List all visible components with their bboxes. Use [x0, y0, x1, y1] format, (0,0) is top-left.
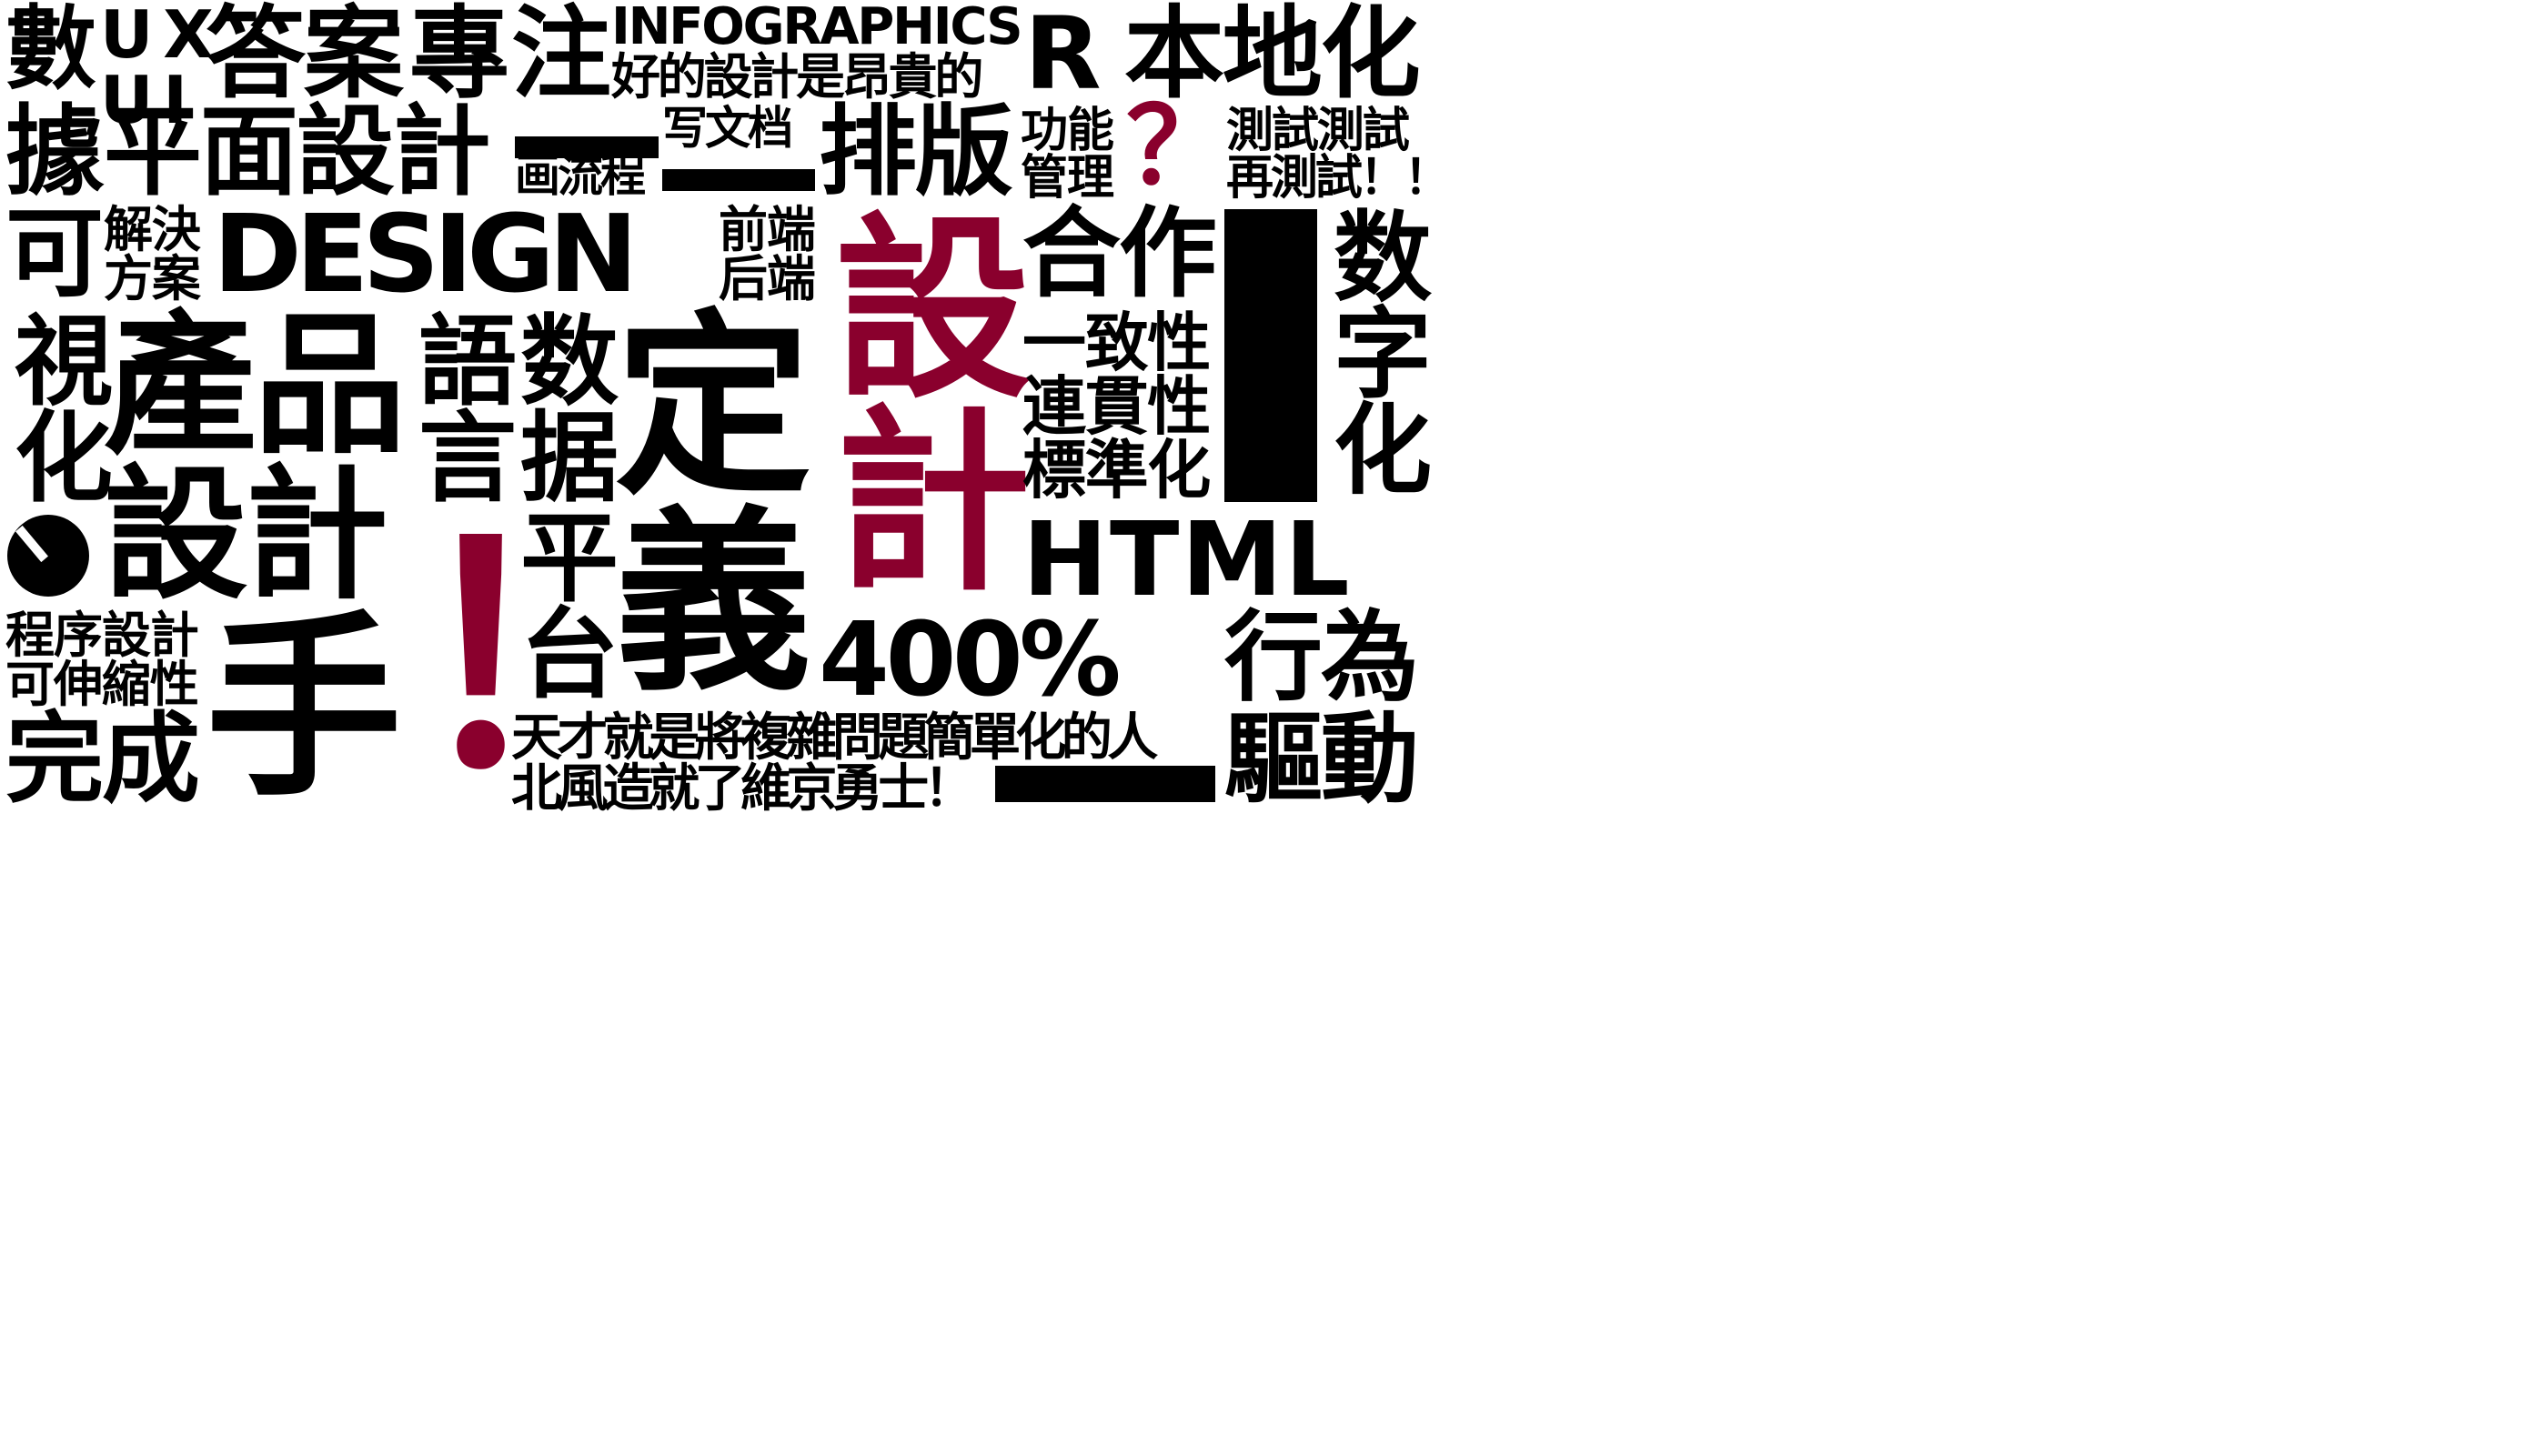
word-yuyan: 語言	[402, 309, 516, 502]
word-shuzihua: 数字化	[1317, 206, 1431, 495]
word-jiejue: 解決	[104, 201, 201, 258]
word-ui: UI	[100, 62, 197, 138]
word-beifeng: 北風造就了維京勇士！	[511, 759, 975, 818]
word-pct: 400%	[819, 601, 1122, 719]
word-ju: 據	[5, 95, 104, 209]
word-chanpin: 產品	[104, 296, 407, 475]
word-qianduan: 前端	[719, 201, 816, 258]
vertical-bar	[1224, 209, 1317, 502]
word-hualiucheng: 画流程	[515, 149, 646, 202]
word-houduan: 后端	[719, 250, 816, 307]
word-haode: 好的設計是昂貴的	[611, 48, 983, 105]
word-zhu: 注	[511, 0, 611, 112]
word-tiancai: 天才就是將複雜問題簡單化的人	[511, 708, 1158, 768]
pie-cut	[15, 525, 48, 563]
word-pingtai: 平台	[504, 506, 618, 698]
exclaim-mark: ！	[406, 485, 706, 834]
word-ding: 定	[615, 293, 811, 521]
word-shuju: 数据	[504, 309, 618, 502]
word-ceshi1: 測試測試	[1226, 104, 1410, 158]
word-html: HTML	[1022, 501, 1352, 619]
word-biaozhunhua: 標準化	[1022, 433, 1211, 507]
word-xiewendang: 写文档	[662, 102, 793, 155]
word-keshen: 可伸縮性	[5, 656, 199, 713]
word-qudong: 驅動	[1224, 703, 1419, 817]
word-infographics: INFOGRAPHICS	[611, 0, 1023, 56]
word-design: DESIGN	[213, 191, 639, 316]
word-gongneng: 功能	[1021, 104, 1114, 158]
word-fangan: 方案	[104, 250, 201, 307]
word-zhuan: 專	[409, 0, 509, 112]
word-ux: UX	[100, 0, 224, 73]
word-sheji-left: 設計	[104, 452, 388, 619]
word-bendihua: 本地化	[1124, 0, 1421, 112]
word-shu: 數	[5, 0, 96, 102]
word-paiban: 排版	[819, 95, 1013, 209]
word-r: R	[1024, 0, 1102, 112]
word-yizhixing: 一致性	[1022, 306, 1211, 380]
dash-bar-1	[515, 136, 659, 158]
word-guanli: 管理	[1021, 151, 1114, 206]
dash-bar-2	[662, 169, 815, 191]
word-xingwei: 行為	[1224, 601, 1419, 715]
word-lianguanxing: 連貫性	[1022, 369, 1211, 444]
word-sheji-red: 設計	[801, 206, 1030, 591]
word-pingmian: 平面設計	[104, 95, 491, 209]
word-wancheng: 完成	[5, 703, 200, 817]
word-ke: 可	[5, 197, 104, 311]
word-hezuo: 合作	[1022, 197, 1217, 311]
word-shou: 手	[206, 595, 402, 823]
word-chengxu: 程序設計	[5, 607, 199, 664]
word-shihua: 視化	[0, 309, 112, 502]
word-ceshi2: 再測試！！	[1226, 151, 1452, 206]
dash-bar-3	[995, 766, 1215, 802]
word-yi: 義	[615, 489, 811, 718]
question-mark: ？	[1126, 85, 1232, 208]
word-daan: 答案	[206, 0, 404, 112]
pie-shape	[7, 515, 89, 597]
